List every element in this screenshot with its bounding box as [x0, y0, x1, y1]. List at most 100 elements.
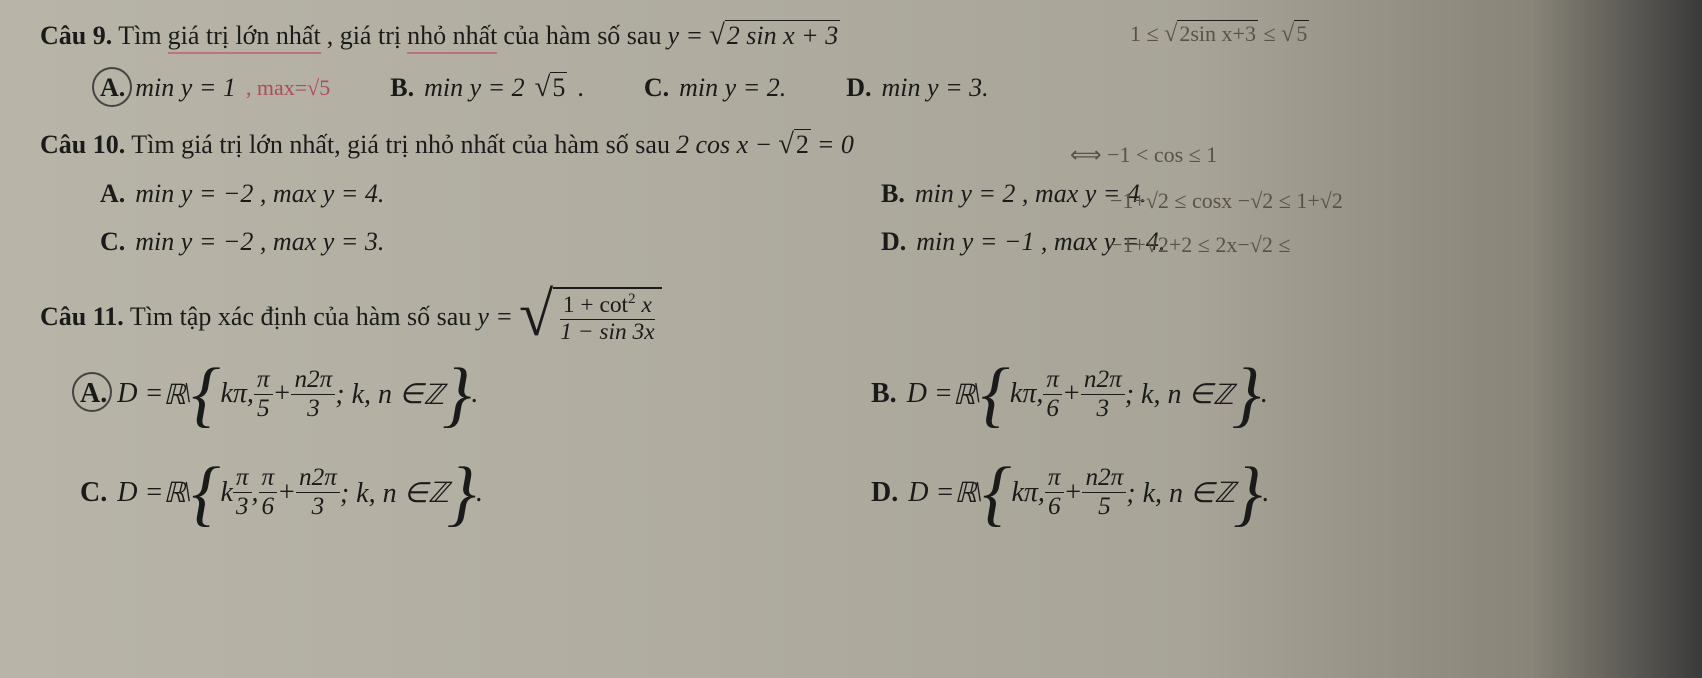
q11-lhs: y = — [477, 302, 513, 332]
q11-optA: A. D = ℝ \ { kπ, π5 + n2π3 ; k, n ∈ ℤ }. — [80, 365, 871, 423]
q10-sqrt: √2 — [778, 129, 811, 161]
q9-A-label: A. — [100, 73, 125, 103]
q9-optC: C. min y = 2. — [644, 73, 786, 103]
question-9: Câu 9. Tìm giá trị lớn nhất , giá trị nh… — [40, 20, 1662, 104]
q9-hw-right: 1 ≤ √2sin x+3 ≤ √5 — [1130, 20, 1309, 48]
q9-C-text: min y = 2. — [679, 73, 786, 103]
q9-sqrt: √ 2 sin x + 3 — [709, 20, 840, 52]
q10-label: Câu 10. — [40, 130, 125, 160]
semi: ; k, n ∈ — [1126, 476, 1214, 510]
q10-sqrt-arg: 2 — [794, 129, 811, 161]
setminus: \ — [973, 378, 981, 410]
q11-optC: C. D = ℝ \ { k π3 , π6 + n2π3 ; k, n ∈ ℤ… — [80, 464, 871, 522]
rbrace-icon: } — [1232, 365, 1261, 423]
set-Z: ℤ — [423, 378, 442, 411]
set-R: ℝ — [163, 378, 183, 411]
q9-B-dot: . — [577, 73, 584, 103]
q10-eq-lhs: 2 cos x − — [676, 130, 772, 160]
n2pi: n2π — [1081, 366, 1125, 395]
q9-optA: A. min y = 1 , max=√5 — [100, 73, 330, 103]
comma: , — [252, 477, 259, 509]
q9-B-label: B. — [390, 73, 414, 103]
d3: 3 — [233, 493, 252, 521]
hw-text: 1 ≤ — [1130, 21, 1159, 46]
q9-func-lhs: y = — [667, 21, 703, 51]
q10-hw-r3: −1+√2+2 ≤ 2x−√2 ≤ — [1110, 232, 1290, 258]
pi: π — [1045, 464, 1064, 493]
q9-options: A. min y = 1 , max=√5 B. min y = 2 √5 . … — [100, 72, 1662, 104]
kpi: kπ, — [220, 378, 253, 410]
q10-C-text: min y = −2 , max y = 3. — [135, 227, 384, 257]
d5: 5 — [1095, 493, 1114, 521]
D-eq: D = — [117, 378, 163, 410]
q9-sqrt-arg: 2 sin x + 3 — [725, 20, 840, 52]
q10-hw-r1: ⟺ −1 < cos ≤ 1 — [1070, 142, 1217, 168]
pi: π — [254, 366, 273, 395]
set-R: ℝ — [954, 476, 974, 509]
q9-B-text1: min y = 2 — [424, 73, 525, 103]
semi: ; k, n ∈ — [340, 476, 428, 510]
q9-hw-max: , max=√5 — [246, 75, 330, 101]
q11-exp: 2 — [628, 290, 636, 307]
q9-D-text: min y = 3. — [882, 73, 989, 103]
hw-5: 5 — [1294, 20, 1309, 48]
q10-D-label: D. — [881, 227, 906, 257]
radical-icon: √ — [709, 20, 725, 52]
q9-optB: B. min y = 2 √5 . — [390, 72, 584, 104]
q10-optC: C. min y = −2 , max y = 3. — [100, 227, 881, 257]
q11-num: 1 + cot — [563, 292, 628, 318]
D-eq: D = — [117, 477, 163, 509]
q10-hw-r2: −1+√2 ≤ cosx −√2 ≤ 1+√2 — [1110, 188, 1343, 214]
D-eq: D = — [908, 477, 954, 509]
q11-optB: B. D = ℝ \ { kπ, π6 + n2π3 ; k, n ∈ ℤ }. — [871, 365, 1662, 423]
q9-text1: Tìm — [118, 21, 161, 51]
q9-label: Câu 9. — [40, 21, 112, 51]
q11-text: Tìm tập xác định của hàm số sau — [130, 302, 472, 332]
lbrace-icon: { — [982, 464, 1011, 522]
q9-B-sqrt: √5 — [535, 72, 568, 104]
q11-B-label: B. — [871, 378, 897, 410]
radical-icon: √ — [519, 287, 553, 347]
q11-label: Câu 11. — [40, 302, 124, 332]
setminus: \ — [975, 477, 983, 509]
set-Z: ℤ — [1214, 476, 1233, 509]
q10-B-label: B. — [881, 179, 905, 209]
kpi: kπ, — [1011, 477, 1044, 509]
rbrace-icon: } — [447, 464, 476, 522]
q9-text5: của hàm số sau — [503, 21, 661, 51]
d6: 6 — [1045, 493, 1064, 521]
hw-arg: 2sin x+3 — [1177, 20, 1258, 48]
lbrace-icon: { — [981, 365, 1010, 423]
d6: 6 — [259, 493, 278, 521]
kpi: kπ, — [1010, 378, 1043, 410]
q11-frac: 1 + cot2 x 1 − sin 3x — [557, 291, 657, 345]
q11-stem: Câu 11. Tìm tập xác định của hàm số sau … — [40, 287, 1662, 347]
set-Z: ℤ — [428, 476, 447, 509]
q11-x: x — [636, 292, 652, 318]
d5: 5 — [254, 395, 273, 423]
pi: π — [259, 464, 278, 493]
q9-A-text: min y = 1 — [135, 73, 236, 103]
set-R: ℝ — [163, 476, 183, 509]
q9-text4: nhỏ nhất — [407, 21, 497, 54]
lbrace-icon: { — [191, 365, 220, 423]
q9-stem: Câu 9. Tìm giá trị lớn nhất , giá trị nh… — [40, 20, 1662, 54]
q10-options: A. min y = −2 , max y = 4. B. min y = 2 … — [100, 179, 1662, 257]
d3: 3 — [309, 493, 328, 521]
d6: 6 — [1043, 395, 1062, 423]
d3: 3 — [1094, 395, 1113, 423]
pi: π — [1043, 366, 1062, 395]
rbrace-icon: } — [1233, 464, 1262, 522]
set-R: ℝ — [953, 378, 973, 411]
semi: ; k, n ∈ — [335, 377, 423, 411]
pi: π — [233, 464, 252, 493]
q11-options: A. D = ℝ \ { kπ, π5 + n2π3 ; k, n ∈ ℤ }.… — [80, 365, 1662, 521]
q11-den: 1 − sin 3x — [557, 320, 657, 346]
q11-sqrt: √ 1 + cot2 x 1 − sin 3x — [519, 287, 662, 347]
q10-optA: A. min y = −2 , max y = 4. — [100, 179, 881, 209]
q10-eq-rhs: = 0 — [817, 130, 854, 160]
q11-A-label: A. — [80, 378, 107, 410]
set-Z: ℤ — [1213, 378, 1232, 411]
q9-optD: D. min y = 3. — [846, 73, 988, 103]
q9-D-label: D. — [846, 73, 871, 103]
